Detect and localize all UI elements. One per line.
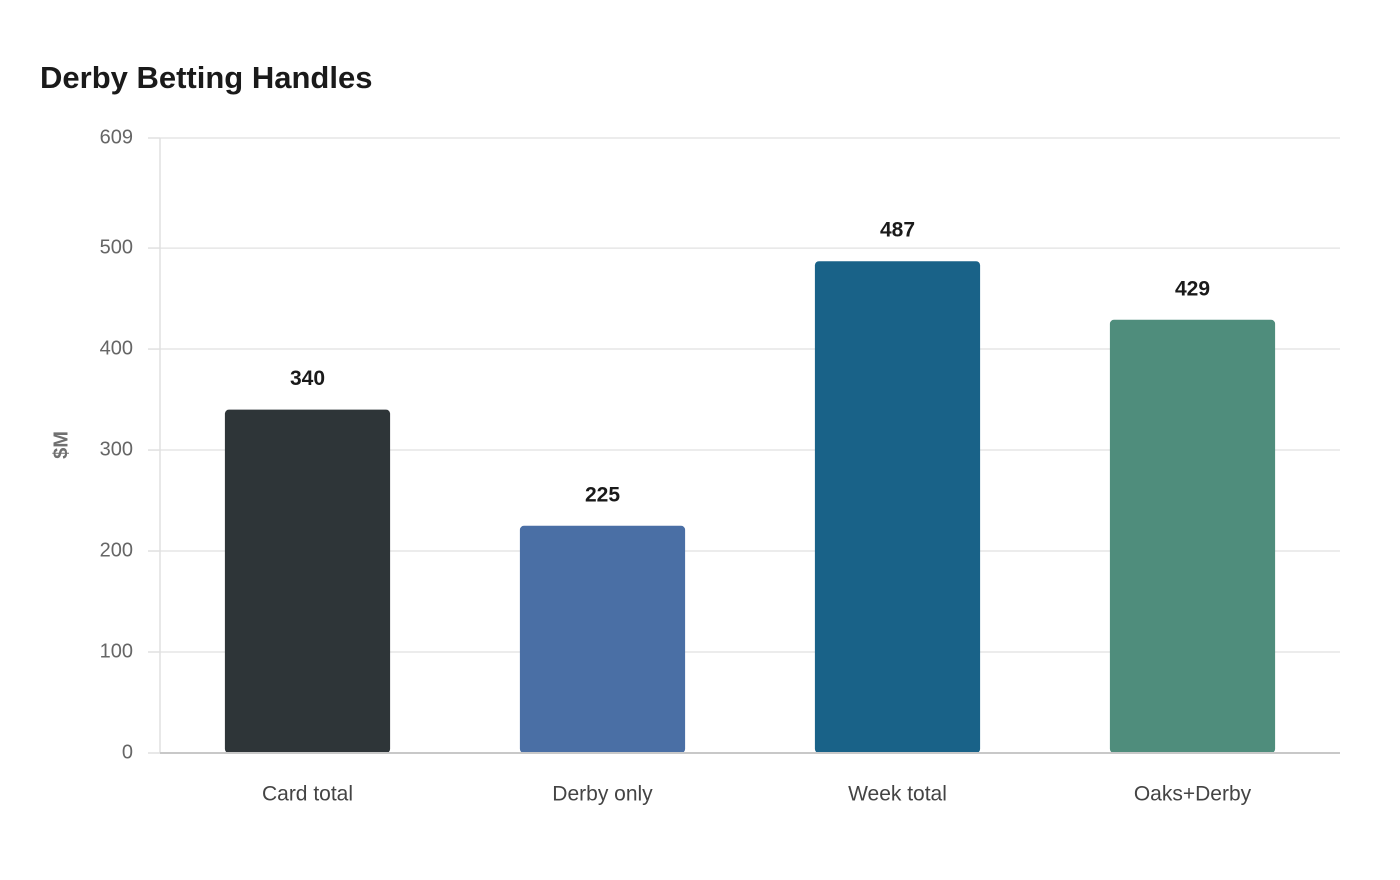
- y-axis-title: $M: [50, 431, 72, 459]
- x-tick-label: Derby only: [552, 783, 653, 806]
- x-tick-label: Oaks+Derby: [1134, 783, 1252, 806]
- y-tick-label: 500: [100, 236, 133, 258]
- y-tick-label: 300: [100, 438, 133, 460]
- y-tick-label: 609: [100, 126, 133, 148]
- y-tick-label: 400: [100, 337, 133, 359]
- chart-title: Derby Betting Handles: [40, 60, 372, 95]
- value-label: 487: [880, 219, 915, 242]
- value-label: 340: [290, 367, 325, 390]
- y-tick-label: 200: [100, 539, 133, 561]
- y-tick-label: 0: [122, 741, 133, 763]
- bar: [519, 525, 686, 753]
- bar: [224, 409, 391, 753]
- value-label: 429: [1175, 277, 1210, 300]
- x-tick-label: Week total: [848, 783, 947, 806]
- y-tick-label: 100: [100, 640, 133, 662]
- value-label: 225: [585, 483, 620, 506]
- bar: [814, 261, 981, 753]
- x-tick-label: Card total: [262, 783, 353, 806]
- bar: [1109, 319, 1276, 753]
